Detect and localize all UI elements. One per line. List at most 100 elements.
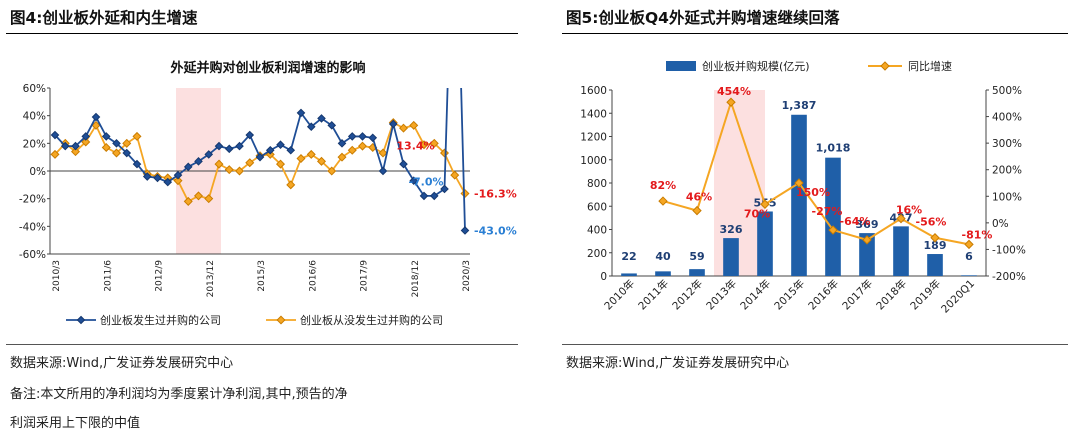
chart-4-point-s1 xyxy=(70,147,81,157)
chart-5-growth-point xyxy=(760,199,770,209)
chart-4-y-tick-label: 0% xyxy=(29,166,46,178)
chart-5-y2-tick-label: 400% xyxy=(992,112,1022,124)
chart-4-point-s1 xyxy=(296,154,306,164)
chart-4-point-s1 xyxy=(122,138,132,148)
chart-4-point-s0 xyxy=(317,114,326,123)
chart-5-y2-tick-label: 0% xyxy=(992,218,1009,230)
chart-4-annotation: -7.0% xyxy=(408,176,443,189)
chart-5-y-tick-label: 200 xyxy=(587,248,607,260)
chart-5-growth-label: 70% xyxy=(744,207,770,220)
chart-5-growth-line xyxy=(662,98,970,246)
chart-4-point-s1 xyxy=(316,156,327,166)
chart-5-growth-point xyxy=(658,196,668,206)
chart-4-legend-label-0: 创业板发生过并购的公司 xyxy=(100,313,221,327)
chart-4-title: 外延并购对创业板利润增速的影响 xyxy=(169,60,365,76)
chart-4-legend-marker-0 xyxy=(76,315,86,325)
figure-5-panel: 图5:创业板Q4外延式并购增速继续回落 0 200 400 600 800 1000 120… xyxy=(556,0,1074,441)
chart-4-point-s0 xyxy=(50,130,60,140)
chart-4-x-tick-label: 2012/9 xyxy=(155,260,165,292)
chart-4-point-s1 xyxy=(450,170,460,180)
chart-5-bar xyxy=(621,273,637,276)
chart-5-bar xyxy=(689,269,705,276)
chart-5-bar xyxy=(893,226,909,276)
chart-5-x-tick-label: 2013年 xyxy=(704,277,740,313)
chart-4-point-s0 xyxy=(224,144,234,154)
chart-5-bar-label: 1,018 xyxy=(816,142,851,155)
chart-4-point-s1 xyxy=(378,148,388,158)
chart-4-x-tick-label: 2010/3 xyxy=(52,260,62,292)
chart-4-point-s1 xyxy=(81,137,91,147)
figure-4-title: 图4:创业板外延和内生增速 xyxy=(10,9,198,27)
figure-4-top-rule xyxy=(6,33,518,34)
chart-5-bar-label: 326 xyxy=(720,223,743,236)
chart-4-point-s0 xyxy=(235,141,244,151)
chart-5-growth-label: 454% xyxy=(717,85,751,98)
chart-4-point-s0 xyxy=(60,141,70,151)
chart-5-y2-tick-label: -100% xyxy=(992,244,1026,256)
chart-4-point-s0 xyxy=(204,150,214,159)
chart-5-bar xyxy=(927,254,943,276)
chart-4-point-s0 xyxy=(429,191,439,201)
chart-5-growth-label: 16% xyxy=(896,204,922,217)
figure-4-source-rule xyxy=(6,344,518,345)
chart-5-x-tick-label: 2012年 xyxy=(670,277,706,313)
chart-4-point-s0 xyxy=(194,157,203,166)
chart-5-growth-point xyxy=(964,239,974,250)
chart-4-annotation: 13.4% xyxy=(396,139,434,152)
chart-4-point-s1 xyxy=(419,140,429,150)
chart-4-point-s1 xyxy=(224,165,234,175)
chart-5-y-tick-label: 1600 xyxy=(580,85,607,97)
chart-4-point-s0 xyxy=(214,141,224,151)
chart-4-point-s1 xyxy=(286,180,296,190)
chart-4-annotation: -16.3% xyxy=(474,188,517,201)
chart-4-point-s1 xyxy=(275,159,286,169)
chart-5-bar-label: 6 xyxy=(965,250,973,263)
chart-5-bar xyxy=(655,271,671,276)
chart-4-point-s1 xyxy=(429,138,439,148)
chart-5-bar xyxy=(791,114,807,276)
chart-4-point-s1 xyxy=(347,145,357,155)
chart-5-y2-tick-label: -200% xyxy=(992,271,1026,283)
chart-5-y-tick-label: 800 xyxy=(587,178,607,190)
chart-5-growth-point xyxy=(794,178,804,188)
chart-5-bar xyxy=(859,233,875,276)
chart-5-bar-label: 40 xyxy=(655,250,671,263)
chart-5-bar-label: 59 xyxy=(689,250,704,263)
chart-4-point-s0 xyxy=(419,191,429,201)
figure-4-note-line-2: 利润采用上下限的中值 xyxy=(10,416,141,431)
chart-4-y-tick-label: 60% xyxy=(23,83,46,95)
chart-5-growth-label: -64% xyxy=(840,215,871,228)
chart-4-x-tick-label: 2016/6 xyxy=(308,260,318,292)
figure-5-source: 数据来源:Wind,广发证券发展研究中心 xyxy=(566,356,790,371)
chart-5-bar-label: 22 xyxy=(621,250,636,263)
chart-4-x-tick-label: 2018/12 xyxy=(411,260,421,297)
chart-5-legend-bar-label: 创业板并购规模(亿元) xyxy=(702,59,810,73)
chart-4-point-s1 xyxy=(398,123,409,133)
chart-4-point-s0 xyxy=(327,121,337,130)
chart-5-growth-point xyxy=(862,235,872,245)
chart-5-y-tick-label: 1000 xyxy=(580,155,607,167)
chart-4-x-tick-label: 2020/3 xyxy=(462,260,472,292)
chart-4-point-s0 xyxy=(460,226,470,235)
chart-5-bar-label: 369 xyxy=(856,218,879,231)
chart-4-point-s1 xyxy=(245,158,255,168)
chart-4-point-s0 xyxy=(337,139,347,148)
chart-4-legend-label-1: 创业板从没发生过并购的公司 xyxy=(300,313,443,327)
chart-4-point-s0 xyxy=(81,132,91,141)
chart-4-point-s1 xyxy=(101,142,111,152)
chart-4-point-s1 xyxy=(183,196,193,206)
chart-4-point-s0 xyxy=(306,122,316,132)
chart-4-point-s0 xyxy=(122,148,132,158)
chart-4-point-s1 xyxy=(132,131,142,141)
chart-5-y-tick-label: 0 xyxy=(600,271,607,283)
chart-4-point-s0 xyxy=(409,176,419,185)
chart-4-point-s0 xyxy=(173,170,183,180)
chart-5-legend-line-marker xyxy=(880,61,890,71)
chart-4-point-s0 xyxy=(183,162,193,172)
chart-5-y-tick-label: 400 xyxy=(587,225,607,237)
chart-4-legend-marker-1 xyxy=(276,315,286,325)
figure-4-panel: 图4:创业板外延和内生增速 外延并购对创业板利润增速的影响 60% 40% 20% 0%… xyxy=(0,0,524,441)
chart-4-x-tick-label: 2011/6 xyxy=(103,260,113,292)
chart-4-point-s0 xyxy=(255,152,265,162)
chart-4-point-s1 xyxy=(193,191,204,201)
